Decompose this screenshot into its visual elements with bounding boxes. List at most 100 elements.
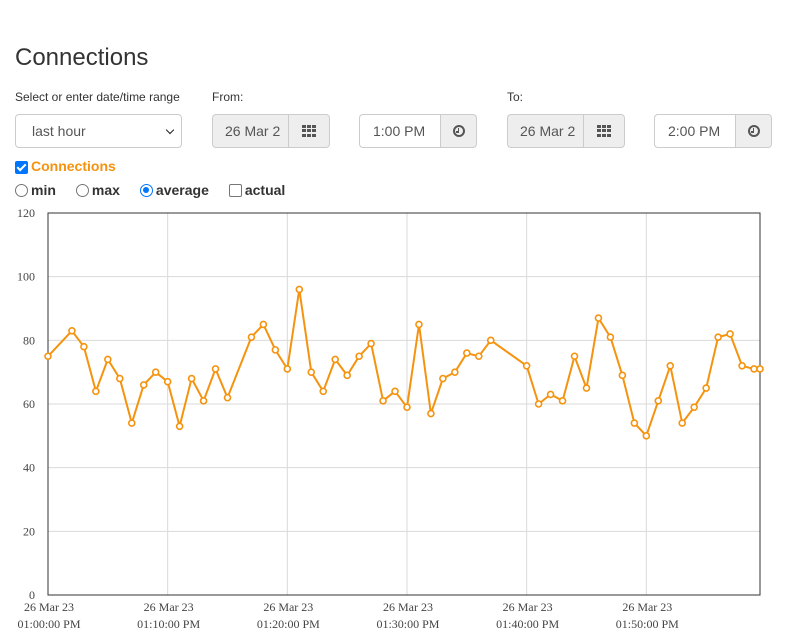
data-point[interactable] (271, 346, 280, 354)
option-min[interactable]: min (15, 182, 56, 198)
calendar-grid-icon (302, 125, 316, 137)
data-point[interactable] (463, 349, 471, 357)
data-point[interactable] (139, 381, 148, 389)
data-point[interactable] (726, 330, 734, 338)
x-tick-time-label: 01:20:00 PM (257, 617, 320, 631)
data-point[interactable] (594, 314, 603, 322)
option-label: min (31, 182, 56, 198)
data-point[interactable] (391, 387, 399, 396)
data-point[interactable] (570, 352, 579, 361)
data-point[interactable] (654, 397, 663, 405)
x-tick-date-label: 26 Mar 23 (383, 600, 433, 614)
option-average[interactable]: average (139, 182, 209, 198)
actual-checkbox[interactable] (228, 183, 242, 197)
from-time-picker-button[interactable] (440, 114, 477, 148)
range-select[interactable]: last hour (15, 114, 182, 148)
y-tick-label: 60 (23, 397, 35, 411)
data-point[interactable] (259, 320, 268, 329)
option-label: max (91, 182, 120, 198)
option-max[interactable]: max (75, 182, 120, 198)
x-tick-date-label: 26 Mar 23 (622, 600, 672, 614)
data-point[interactable] (451, 368, 459, 376)
data-point[interactable] (379, 397, 387, 405)
x-tick-date-label: 26 Mar 23 (503, 600, 553, 614)
data-point[interactable] (331, 355, 339, 364)
data-point[interactable] (92, 387, 100, 396)
data-point[interactable] (80, 342, 88, 351)
data-point[interactable] (439, 374, 447, 383)
range-select-value: last hour (32, 123, 86, 139)
data-point[interactable] (319, 387, 328, 396)
from-date-group: 26 Mar 2 (212, 114, 330, 148)
to-date-input[interactable]: 26 Mar 2 (507, 114, 583, 148)
data-point[interactable] (223, 393, 232, 402)
data-point[interactable] (367, 339, 375, 348)
clock-icon (452, 125, 465, 137)
data-point[interactable] (295, 285, 304, 294)
data-point[interactable] (738, 362, 746, 370)
page-title: Connections (15, 44, 149, 71)
aggregation-options: min max average actual (15, 181, 305, 199)
data-point[interactable] (558, 397, 567, 405)
data-point[interactable] (187, 374, 196, 383)
option-label: actual (244, 182, 286, 198)
from-date-picker-button[interactable] (288, 114, 330, 148)
from-date-input[interactable]: 26 Mar 2 (212, 114, 288, 148)
connections-series-label: Connections (31, 158, 116, 174)
chevron-down-icon (165, 125, 175, 135)
data-point[interactable] (666, 362, 675, 370)
data-point[interactable] (115, 374, 124, 383)
data-point[interactable] (486, 336, 495, 345)
data-point[interactable] (343, 371, 351, 380)
data-point[interactable] (151, 368, 160, 376)
data-point[interactable] (690, 403, 698, 411)
data-point[interactable] (534, 400, 543, 408)
to-time-group: 2:00 PM (654, 114, 772, 148)
data-point[interactable] (415, 320, 423, 329)
connections-checkbox[interactable] (15, 160, 28, 174)
data-point[interactable] (283, 365, 292, 373)
data-point[interactable] (175, 422, 184, 431)
to-time-input[interactable]: 2:00 PM (654, 114, 735, 148)
x-tick-date-label: 26 Mar 23 (263, 600, 313, 614)
data-point[interactable] (403, 403, 411, 411)
data-point[interactable] (44, 352, 52, 361)
range-label: Select or enter date/time range (15, 90, 180, 104)
data-point[interactable] (642, 432, 651, 440)
data-point[interactable] (582, 384, 591, 392)
data-point[interactable] (355, 352, 363, 361)
data-point[interactable] (474, 352, 483, 361)
data-point[interactable] (606, 333, 615, 341)
data-point[interactable] (104, 355, 112, 364)
y-tick-label: 40 (23, 461, 35, 475)
data-point[interactable] (756, 365, 764, 373)
data-point[interactable] (522, 362, 531, 370)
option-actual[interactable]: actual (228, 182, 286, 198)
data-point[interactable] (750, 365, 758, 373)
to-label: To: (507, 90, 524, 104)
min-radio[interactable] (15, 183, 28, 197)
to-time-picker-button[interactable] (735, 114, 772, 148)
data-point[interactable] (678, 419, 687, 427)
data-point[interactable] (307, 368, 316, 376)
average-radio[interactable] (139, 183, 153, 197)
data-point[interactable] (247, 333, 256, 341)
data-point[interactable] (127, 419, 136, 427)
data-point[interactable] (68, 326, 76, 335)
data-point[interactable] (199, 397, 208, 405)
from-time-input[interactable]: 1:00 PM (359, 114, 440, 148)
data-point[interactable] (163, 377, 172, 386)
data-point[interactable] (702, 384, 710, 392)
data-point[interactable] (546, 390, 555, 399)
data-point[interactable] (618, 371, 627, 380)
plot-frame (47, 212, 761, 596)
from-time-group: 1:00 PM (359, 114, 477, 148)
data-point[interactable] (630, 419, 639, 427)
data-point[interactable] (427, 409, 435, 418)
series-toggle: Connections (15, 158, 116, 174)
data-point[interactable] (714, 333, 722, 341)
to-date-picker-button[interactable] (583, 114, 625, 148)
x-tick-date-label: 26 Mar 23 (24, 600, 74, 614)
max-radio[interactable] (75, 183, 89, 197)
data-point[interactable] (211, 365, 220, 373)
